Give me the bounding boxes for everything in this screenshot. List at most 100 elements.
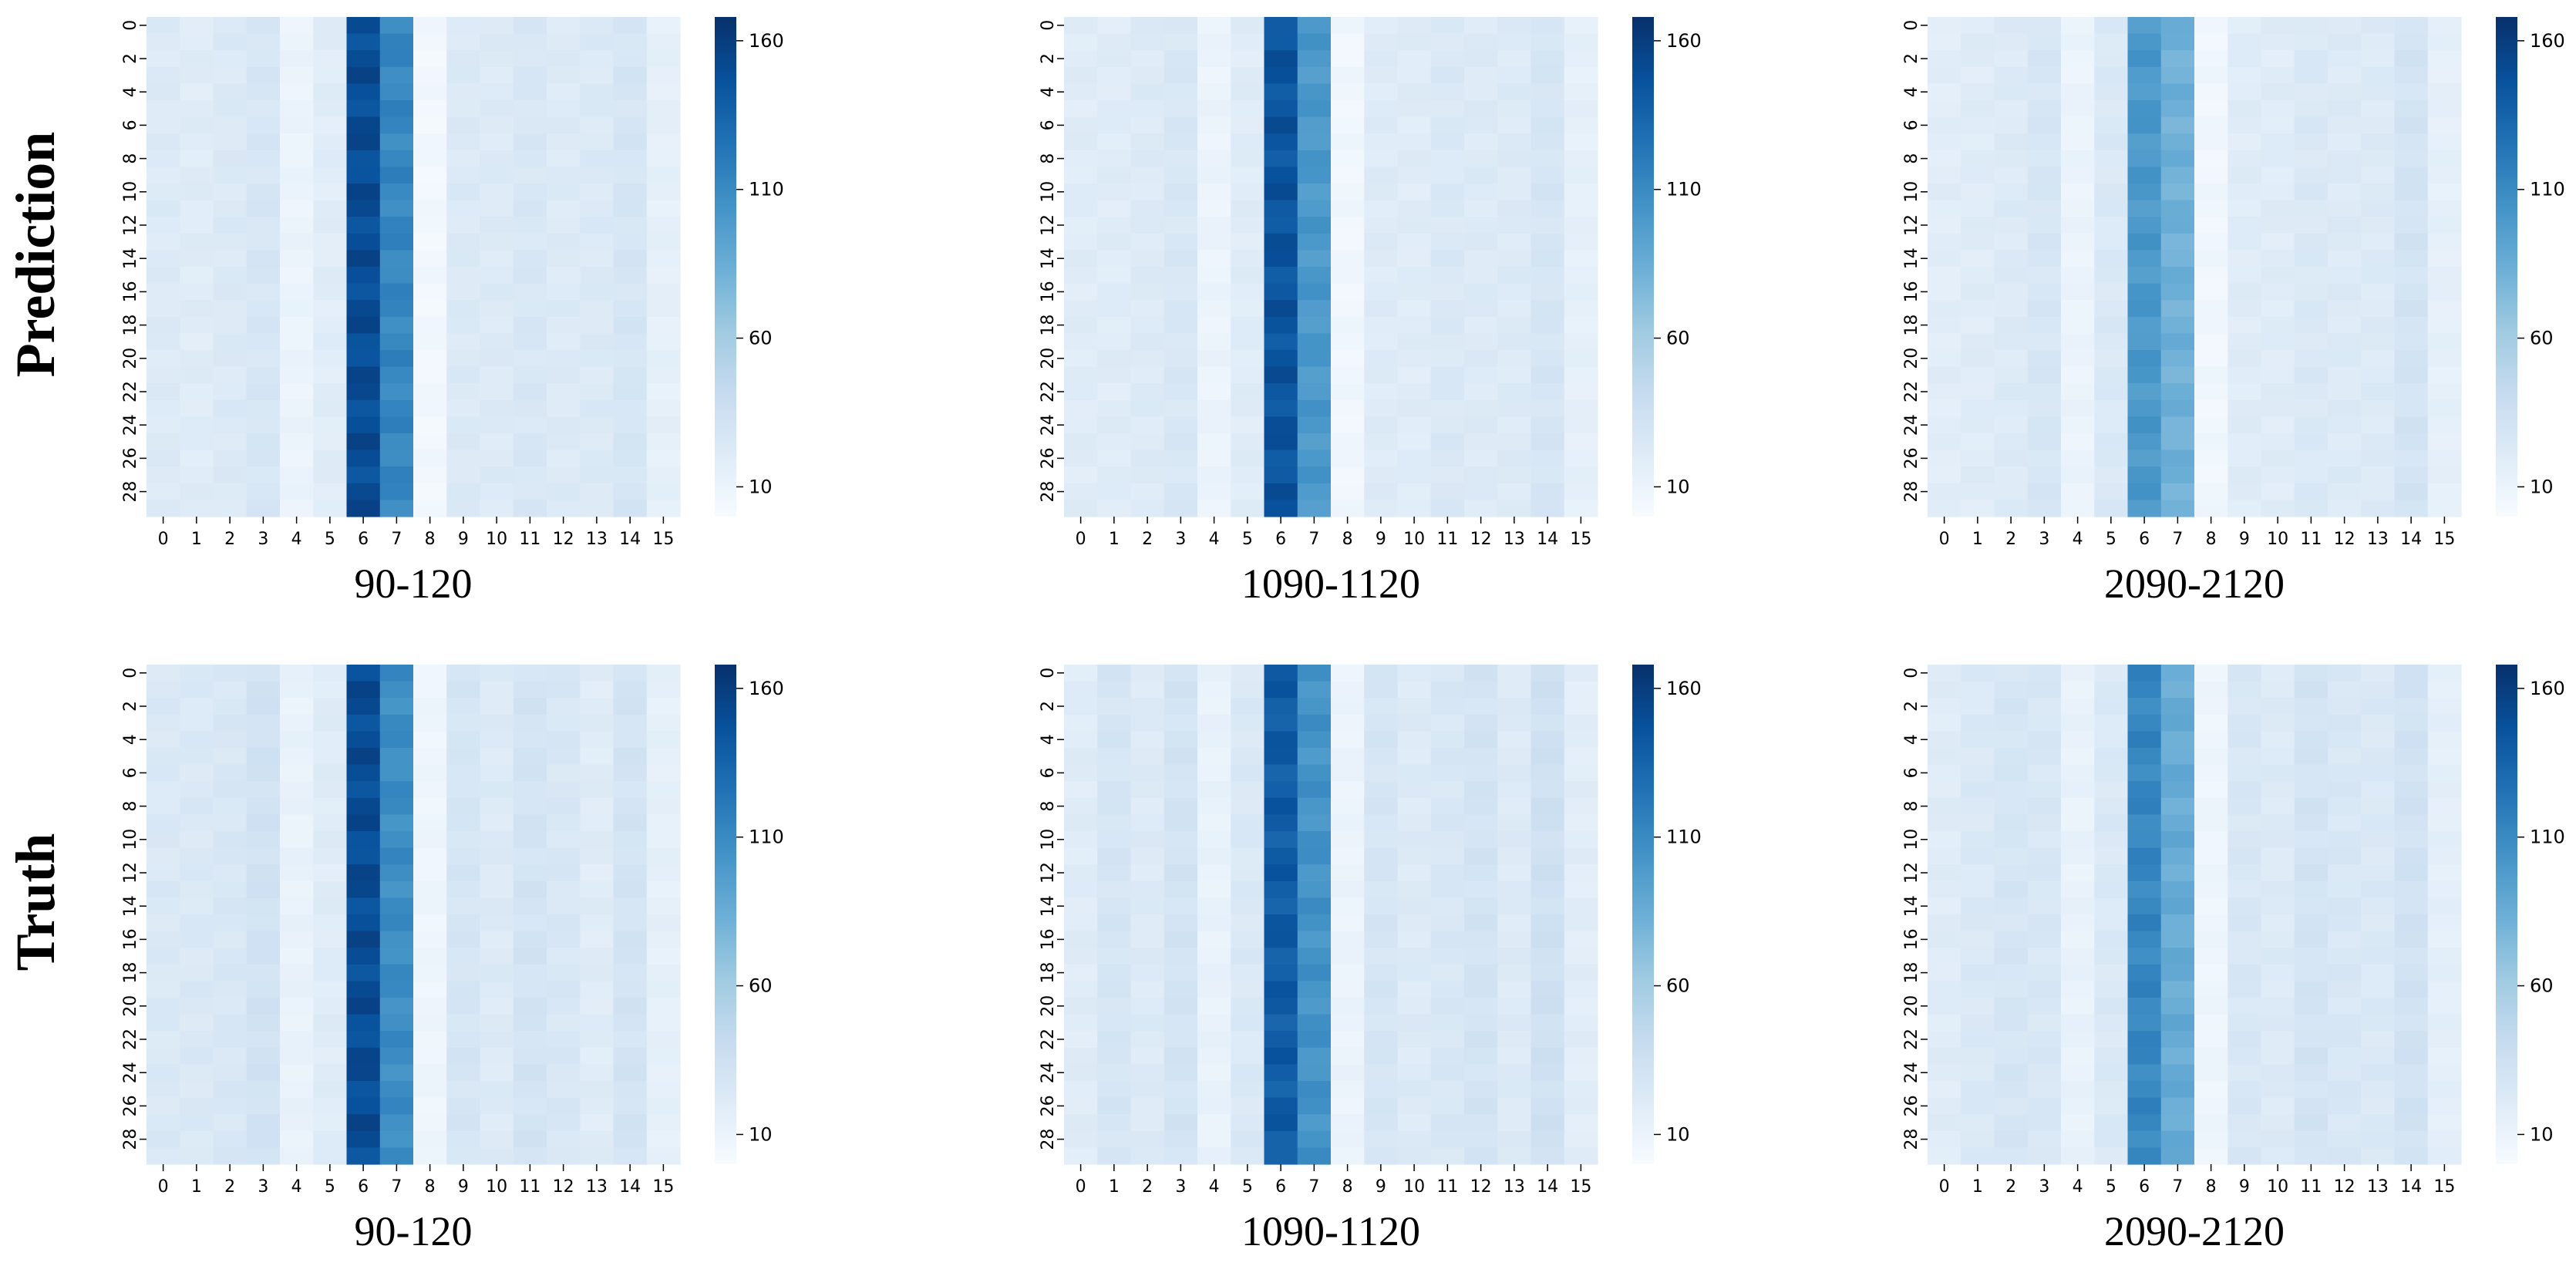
heatmap-cell [2027, 433, 2062, 451]
heatmap-cell [1297, 781, 1332, 799]
heatmap-cell [346, 150, 381, 167]
heatmap-cell [280, 466, 314, 484]
heatmap-cell [1994, 433, 2029, 451]
heatmap-cell [2061, 914, 2095, 932]
heatmap-cell [2094, 200, 2129, 217]
heatmap-cell [213, 250, 247, 268]
heatmap-cell [2261, 1081, 2295, 1099]
heatmap-cell [213, 748, 247, 766]
heatmap-cell [1564, 781, 1598, 799]
heatmap-cell [346, 831, 381, 849]
row-label-truth: Truth [5, 833, 66, 971]
heatmap-cell [513, 1130, 547, 1148]
heatmap-cell [1928, 864, 1961, 882]
heatmap-cell [1564, 466, 1598, 484]
heatmap-cell [1994, 466, 2029, 484]
heatmap-cell [2094, 316, 2129, 334]
heatmap-cell [1097, 847, 1132, 865]
heatmap-cell [1928, 698, 1961, 715]
heatmap-cell [413, 914, 447, 932]
heatmap-cell [513, 300, 547, 318]
heatmap-cell [2160, 964, 2195, 981]
heatmap-cell [2328, 416, 2362, 434]
heatmap-cell [1961, 1047, 1995, 1065]
heatmap-cell [513, 748, 547, 766]
heatmap-cell [2294, 283, 2329, 301]
heatmap-cell [2227, 1031, 2262, 1049]
heatmap-cell [1564, 217, 1598, 234]
heatmap-cell [1530, 366, 1565, 384]
heatmap-cell [413, 781, 447, 799]
heatmap-cell [480, 665, 514, 682]
heatmap-cell [1197, 383, 1231, 401]
heatmap-cell [413, 267, 447, 284]
heatmap-cell [2261, 167, 2295, 184]
heatmap-cell [1163, 466, 1198, 484]
y-tick-label: 18 [121, 315, 140, 336]
heatmap-cell [1497, 681, 1532, 699]
heatmap-cell [646, 316, 681, 334]
heatmap-cell [1497, 333, 1532, 351]
heatmap-cell [2361, 383, 2396, 401]
heatmap-cell [2294, 1014, 2329, 1032]
y-tick-label: 18 [121, 962, 140, 984]
heatmap-cell [613, 897, 648, 915]
y-tick-label: 14 [1902, 247, 1921, 269]
heatmap-cell [2261, 797, 2295, 815]
heatmap-cell [2394, 931, 2429, 948]
heatmap-cell [547, 1064, 581, 1082]
heatmap-cell [547, 483, 581, 500]
heatmap-cell [1530, 681, 1565, 699]
heatmap-cell [246, 100, 281, 118]
heatmap-cell [1331, 864, 1365, 882]
heatmap-cell [513, 333, 547, 351]
heatmap-cell [2361, 267, 2396, 284]
heatmap-cell [1097, 267, 1132, 284]
heatmap-cell [379, 1031, 414, 1049]
heatmap-cell [1364, 399, 1399, 417]
heatmap-cell [2061, 133, 2095, 151]
heatmap-cell [513, 183, 547, 201]
heatmap-cell [146, 1031, 180, 1049]
heatmap-cell [446, 33, 481, 51]
colorbar-tick-label: 110 [2530, 179, 2565, 200]
heatmap-cell [2027, 731, 2062, 749]
heatmap-cell [1497, 1064, 1532, 1082]
y-tick-label: 16 [1902, 928, 1921, 950]
heatmap-cell [346, 83, 381, 101]
heatmap-cell [646, 914, 681, 932]
heatmap-cell [2094, 100, 2129, 118]
heatmap-cell [1994, 880, 2029, 898]
heatmap-cell [1064, 1031, 1098, 1049]
heatmap-cell [2027, 17, 2062, 35]
heatmap-cell [2361, 948, 2396, 965]
heatmap-cell [2061, 416, 2095, 434]
y-tick-label: 20 [1902, 995, 1921, 1017]
heatmap-cell [2394, 1114, 2429, 1132]
x-tick-label: 4 [1209, 1177, 1220, 1197]
y-tick-label: 22 [121, 1029, 140, 1050]
heatmap-cell [313, 948, 348, 965]
heatmap-cell [1097, 399, 1132, 417]
heatmap-cell [2328, 814, 2362, 832]
heatmap-cell [346, 133, 381, 151]
heatmap-cell [2394, 250, 2429, 268]
heatmap-cell [1397, 1031, 1432, 1049]
heatmap-cell [180, 714, 214, 732]
heatmap-cell [2394, 17, 2429, 35]
heatmap-cell [580, 366, 615, 384]
heatmap-cell [213, 500, 247, 517]
heatmap-cell [1497, 283, 1532, 301]
heatmap-cell [1064, 200, 1098, 217]
heatmap-cell [2261, 233, 2295, 251]
heatmap-cell [2328, 500, 2362, 517]
heatmap-cell [2194, 483, 2228, 500]
heatmap-cell [2294, 1097, 2329, 1115]
heatmap-cell [146, 998, 180, 1015]
heatmap-cell [1331, 383, 1365, 401]
heatmap-cell [2160, 847, 2195, 865]
heatmap-cell [1364, 998, 1399, 1015]
colorbar-tick-label: 10 [2530, 476, 2554, 497]
heatmap-cell [180, 1147, 214, 1165]
heatmap-cell [1130, 50, 1165, 68]
